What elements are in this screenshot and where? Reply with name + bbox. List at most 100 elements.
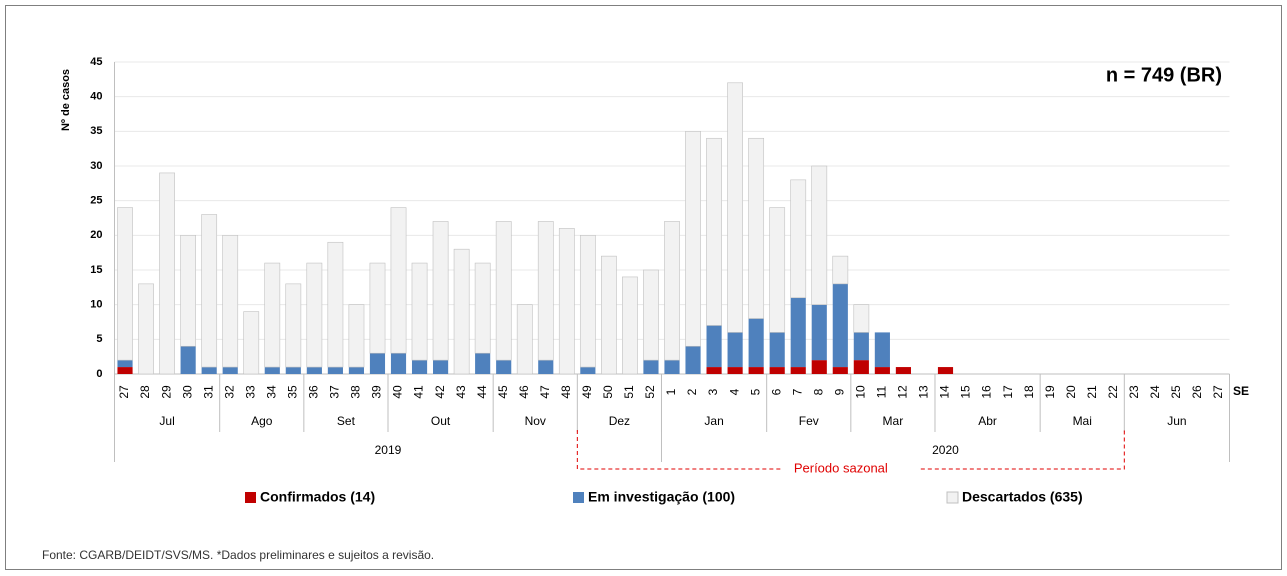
- x-tick-label: 33: [243, 385, 257, 399]
- bar-segment: [222, 235, 239, 368]
- bar-segment: [685, 131, 701, 347]
- bar-segment: [475, 353, 491, 374]
- bar-segment: [432, 221, 449, 361]
- x-tick-label: 24: [1148, 385, 1162, 399]
- bar-segment: [159, 172, 175, 375]
- legend-swatch: [946, 491, 959, 504]
- x-tick-label: 7: [790, 388, 804, 395]
- bar-segment: [832, 367, 848, 374]
- x-tick-label: 11: [875, 385, 889, 398]
- x-tick-label: 10: [854, 385, 868, 399]
- x-tick-label: 19: [1043, 385, 1057, 399]
- x-tick-label: 17: [1001, 385, 1015, 399]
- bar-segment: [495, 221, 512, 361]
- month-label: Dez: [609, 414, 630, 428]
- x-tick-label: 3: [706, 388, 720, 395]
- x-tick-label: 39: [370, 385, 384, 399]
- bar-segment: [853, 304, 870, 333]
- x-tick-label: 48: [559, 385, 573, 399]
- bar-segment: [390, 207, 407, 354]
- x-tick-label: 16: [980, 385, 994, 399]
- y-tick-label: 40: [90, 91, 102, 103]
- x-tick-label: 14: [938, 385, 952, 399]
- y-tick-label: 10: [90, 299, 102, 311]
- annotation: n = 749 (BR): [1106, 64, 1222, 86]
- bar-segment: [748, 318, 764, 368]
- bar-segment: [664, 221, 680, 361]
- bar-segment: [348, 304, 365, 368]
- x-tick-label: 25: [1169, 385, 1183, 399]
- bar-segment: [558, 228, 575, 375]
- bar-segment: [117, 360, 133, 368]
- x-tick-label: 20: [1064, 385, 1078, 399]
- bar-segment: [222, 367, 238, 374]
- bar-segment: [433, 360, 449, 374]
- year-label: 2019: [375, 443, 402, 457]
- bar-segment: [769, 332, 785, 368]
- y-tick-label: 15: [90, 264, 102, 276]
- bar-segment: [769, 367, 785, 374]
- month-label: Mai: [1073, 414, 1092, 428]
- x-tick-label: 1: [664, 388, 678, 395]
- legend-swatch: [573, 492, 584, 503]
- bar-segment: [937, 367, 954, 374]
- bar-segment: [790, 367, 806, 374]
- bar-segment: [285, 367, 301, 374]
- y-tick-label: 0: [96, 368, 102, 380]
- bar-segment: [180, 235, 197, 347]
- month-label: Nov: [525, 414, 546, 428]
- x-tick-label: 28: [138, 385, 152, 399]
- bar-segment: [516, 304, 533, 375]
- bar-segment: [790, 179, 807, 299]
- bar-segment: [117, 207, 133, 361]
- month-label: Jun: [1167, 414, 1186, 428]
- x-tick-label: 31: [201, 385, 215, 399]
- bar-segment: [369, 353, 386, 374]
- x-tick-label: 5: [748, 388, 762, 395]
- bar-segment: [390, 353, 407, 374]
- bar-segment: [811, 360, 827, 374]
- x-tick-label: 37: [328, 385, 342, 399]
- bar-segment: [727, 332, 743, 368]
- bar-segment: [496, 360, 512, 374]
- bar-segment: [832, 283, 848, 368]
- bar-segment: [643, 360, 659, 374]
- x-tick-label: 27: [1211, 385, 1225, 399]
- legend-label: Em investigação (100): [588, 489, 735, 505]
- legend-label: Confirmados (14): [260, 489, 375, 505]
- month-label: Out: [431, 414, 451, 428]
- x-tick-label: 40: [391, 385, 405, 399]
- x-tick-label: 44: [475, 385, 489, 399]
- x-tick-label: 42: [433, 385, 447, 399]
- bar-segment: [138, 283, 154, 375]
- bar-segment: [327, 367, 343, 374]
- bar-segment: [285, 283, 302, 368]
- bar-segment: [348, 367, 365, 374]
- x-tick-label: 38: [349, 385, 363, 399]
- bar-segment: [748, 367, 764, 374]
- bar-segment: [853, 360, 869, 374]
- bar-segment: [706, 137, 722, 326]
- y-tick-label: 5: [96, 333, 102, 345]
- y-tick-label: 20: [90, 229, 102, 241]
- bar-segment: [538, 360, 554, 374]
- x-tick-label: 30: [180, 385, 194, 399]
- bar-segment: [769, 207, 786, 333]
- bar-segment: [874, 332, 890, 368]
- bar-segment: [664, 360, 680, 374]
- season-bracket: [576, 430, 1125, 470]
- bar-segment: [790, 297, 806, 368]
- x-tick-label: 4: [727, 388, 741, 395]
- bar-segment: [685, 346, 701, 374]
- bar-segment: [853, 332, 869, 361]
- month-label: Fev: [799, 414, 819, 428]
- y-tick-label: 35: [90, 125, 102, 137]
- x-tick-label: 2: [685, 388, 699, 395]
- x-tick-label: 22: [1106, 385, 1120, 399]
- bar-segment: [622, 276, 638, 375]
- month-label: Ago: [251, 414, 273, 428]
- bar-segment: [327, 241, 344, 368]
- x-tick-label: 32: [222, 385, 236, 399]
- x-tick-label: 9: [832, 388, 846, 395]
